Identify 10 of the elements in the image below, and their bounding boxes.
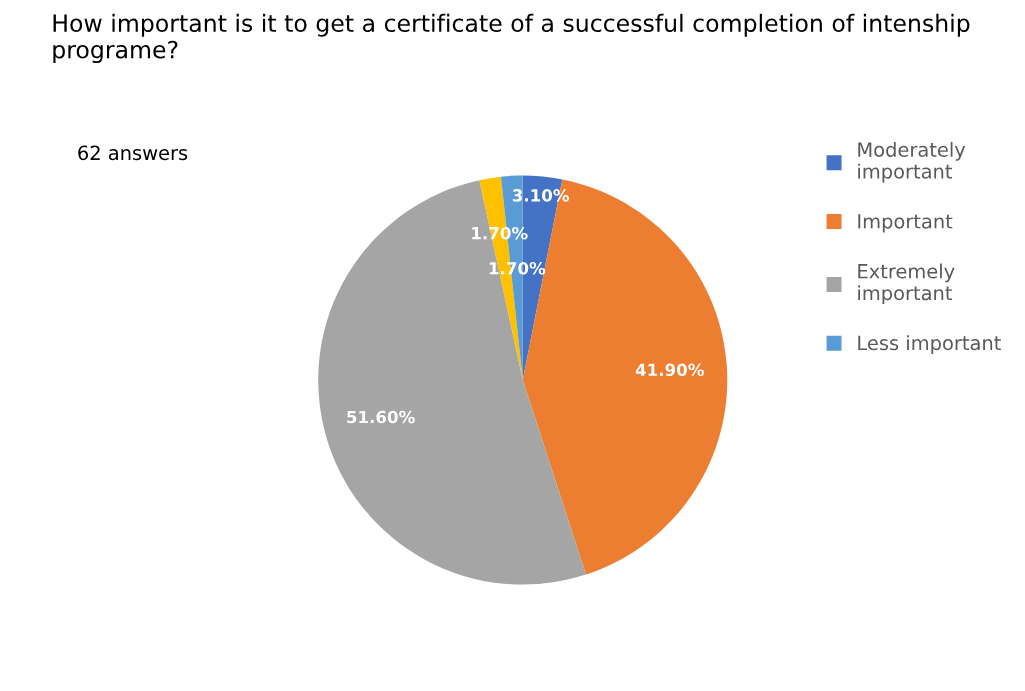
legend-label: Extremely important (858, 263, 955, 305)
data-label: 1.70% (472, 226, 528, 240)
chart-title: How important is it to get a certificate of a successful completion of intenship programe? (53, 13, 970, 64)
data-label: 41.90% (635, 363, 704, 377)
text: 62 answers (78, 145, 188, 161)
data-label: 51.60% (347, 410, 415, 424)
pie-slice (318, 180, 586, 585)
legend-label: Moderately important (858, 141, 966, 183)
legend-label: Less important (858, 335, 1001, 355)
legend-label: Important (858, 214, 953, 233)
